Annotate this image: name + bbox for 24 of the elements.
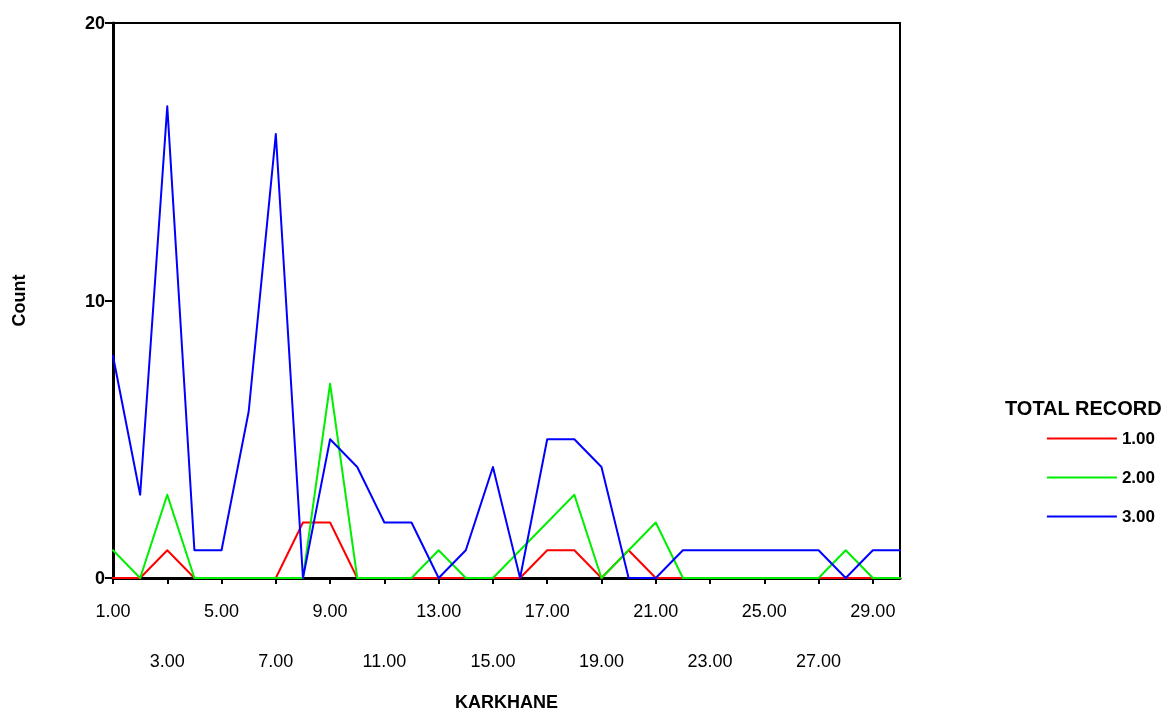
y-axis-title: Count — [9, 274, 29, 327]
x-tick-label: 23.00 — [687, 651, 733, 671]
legend-title: TOTAL RECORD — [1004, 397, 1162, 419]
x-tick-label: 15.00 — [470, 651, 516, 671]
x-tick-label: 7.00 — [258, 651, 294, 671]
y-tick-label: 10 — [84, 290, 105, 311]
x-tick-label: 11.00 — [362, 651, 407, 671]
x-tick-label: 13.00 — [416, 601, 462, 621]
x-tick-label: 5.00 — [204, 601, 240, 621]
legend-label: 2.00 — [1121, 468, 1156, 487]
legend-label: 3.00 — [1121, 507, 1156, 526]
x-tick-label: 29.00 — [850, 601, 896, 621]
x-tick-label: 3.00 — [149, 651, 185, 671]
x-tick-label: 21.00 — [633, 601, 679, 621]
y-tick-label: 0 — [94, 568, 105, 588]
x-tick-label: 25.00 — [741, 601, 787, 621]
x-tick-label: 9.00 — [312, 601, 348, 621]
x-axis-title: KARKHANE — [455, 692, 558, 712]
x-tick-label: 27.00 — [796, 651, 842, 671]
x-tick-label: 17.00 — [524, 601, 570, 621]
x-tick-label: 19.00 — [578, 651, 625, 671]
y-tick-label: 20 — [84, 13, 105, 33]
x-tick-label: 1.00 — [95, 601, 131, 621]
legend-label: 1.00 — [1121, 429, 1156, 448]
